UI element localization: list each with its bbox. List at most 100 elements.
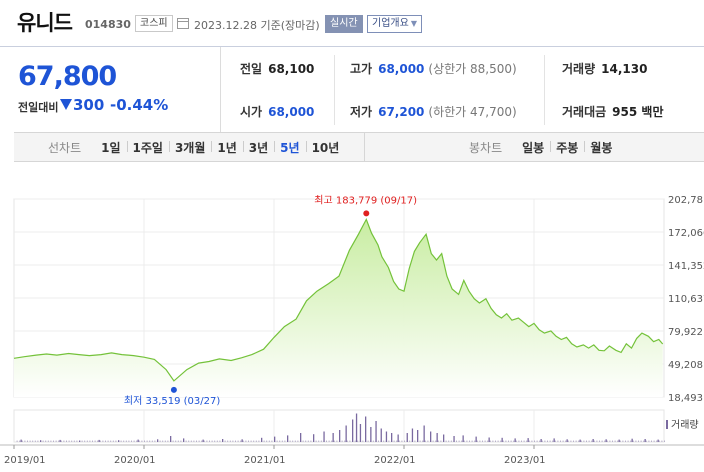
- volume-bar: [229, 440, 231, 442]
- volume-bar: [553, 438, 555, 442]
- volume-bar: [643, 440, 645, 442]
- change-value: 300: [73, 96, 105, 114]
- volume-bar: [198, 440, 200, 442]
- volume-bar: [541, 440, 543, 442]
- volume-bar: [24, 440, 26, 442]
- volume-bar: [578, 440, 580, 442]
- volume-bar: [183, 438, 185, 442]
- line-chart-label: 선차트: [48, 140, 82, 155]
- volume-bar: [514, 438, 516, 442]
- volume-bar: [644, 439, 646, 442]
- tab-3y[interactable]: 3년: [242, 139, 274, 156]
- realtime-button[interactable]: 실시간: [325, 15, 363, 33]
- volume-bar: [640, 440, 642, 442]
- company-overview-button[interactable]: 기업개요 ▼: [367, 15, 422, 33]
- volume-bar: [157, 439, 159, 442]
- volume-bar: [631, 438, 633, 442]
- volume-bar: [294, 440, 296, 442]
- volume-bar: [534, 440, 535, 442]
- volume-bar: [475, 436, 477, 442]
- volume-bar: [331, 440, 333, 442]
- volume-bar: [79, 440, 81, 442]
- low-marker: [170, 386, 177, 393]
- tab-daily[interactable]: 일봉: [522, 140, 545, 155]
- volume-value: 14,130: [601, 61, 648, 76]
- volume-bar: [488, 437, 490, 442]
- tab-1d[interactable]: 1일: [101, 140, 121, 155]
- volume-bar: [222, 439, 224, 442]
- volume-bar: [365, 416, 367, 442]
- volume-bar: [42, 440, 44, 442]
- volume-label: 거래량: [562, 62, 596, 76]
- volume-bar: [370, 427, 372, 442]
- volume-bar: [86, 440, 88, 442]
- volume-bar: [323, 431, 325, 442]
- tab-1y[interactable]: 1년: [211, 139, 242, 156]
- x-tick-label: 2020/01: [114, 455, 156, 466]
- volume-bar: [115, 440, 117, 442]
- volume-bar: [562, 440, 564, 442]
- volume-bar: [71, 440, 73, 442]
- volume-bar: [635, 440, 637, 442]
- volume-bar: [68, 440, 70, 442]
- volume-bar: [50, 440, 52, 442]
- volume-bar: [202, 439, 204, 442]
- volume-bar: [523, 440, 525, 442]
- volume-bar: [27, 440, 28, 442]
- volume-bar: [37, 440, 39, 442]
- volume-bar: [618, 439, 620, 442]
- chart-tabs-bar: 선차트 1일 1주일 3개월 1년 3년 5년 10년 봉차트 일봉 주봉 월봉: [14, 132, 704, 162]
- volume-bar: [20, 439, 22, 442]
- tab-1w[interactable]: 1주일: [126, 139, 169, 156]
- volume-bar: [606, 440, 608, 442]
- volume-bar: [105, 440, 106, 442]
- tab-weekly[interactable]: 주봉: [550, 139, 584, 156]
- volume-bar: [430, 431, 432, 442]
- volume-bar: [495, 440, 496, 442]
- prev-close-value: 68,100: [268, 61, 315, 76]
- volume-bar: [440, 440, 442, 442]
- line-chart-tabs: 선차트 1일 1주일 3개월 1년 3년 5년 10년: [48, 133, 345, 161]
- volume-bar: [137, 439, 139, 442]
- volume-bar: [32, 440, 34, 442]
- tab-monthly[interactable]: 월봉: [584, 139, 618, 156]
- volume-bar: [320, 440, 322, 442]
- candle-chart-label: 봉차트: [469, 140, 503, 155]
- volume-bar: [385, 431, 388, 442]
- volume-bar: [102, 440, 104, 442]
- change-percent: -0.44%: [110, 96, 169, 114]
- volume-bar: [128, 440, 130, 442]
- volume-bar: [219, 440, 221, 442]
- volume-bar: [355, 413, 358, 442]
- volume-bar: [513, 440, 515, 442]
- volume-bar: [409, 440, 411, 442]
- price-chart-svg: 202,781 172,066 141,352 110,637 79,922 49,208…: [0, 194, 704, 466]
- volume-bar: [63, 440, 65, 442]
- volume-bar: [367, 440, 369, 442]
- divider: [334, 55, 335, 125]
- volume-bar: [579, 439, 581, 442]
- tab-5y[interactable]: 5년: [274, 139, 305, 156]
- volume-bar: [313, 434, 315, 442]
- volume-bar: [97, 440, 99, 442]
- tab-3m[interactable]: 3개월: [168, 139, 211, 156]
- volume-bar: [240, 440, 242, 442]
- volume-bar: [248, 440, 249, 442]
- volume-bar: [76, 440, 78, 442]
- volume-bar: [653, 440, 655, 442]
- open-value: 68,000: [268, 104, 315, 119]
- tabs-divider: [364, 133, 365, 161]
- volume-bar: [518, 440, 520, 442]
- volume-bar: [630, 440, 632, 442]
- volume-bar: [66, 440, 67, 442]
- volume-bar: [59, 439, 61, 442]
- volume-bar: [53, 440, 54, 442]
- tab-10y[interactable]: 10년: [305, 139, 346, 156]
- volume-bar: [497, 440, 499, 442]
- volume-bar: [110, 440, 112, 442]
- low-annotation: 최저 33,519 (03/27): [124, 395, 220, 407]
- volume-bar: [526, 440, 528, 442]
- price-chart[interactable]: 202,781 172,066 141,352 110,637 79,922 49,208…: [0, 180, 704, 472]
- volume-bar: [521, 440, 522, 442]
- open-label: 시가: [240, 105, 263, 119]
